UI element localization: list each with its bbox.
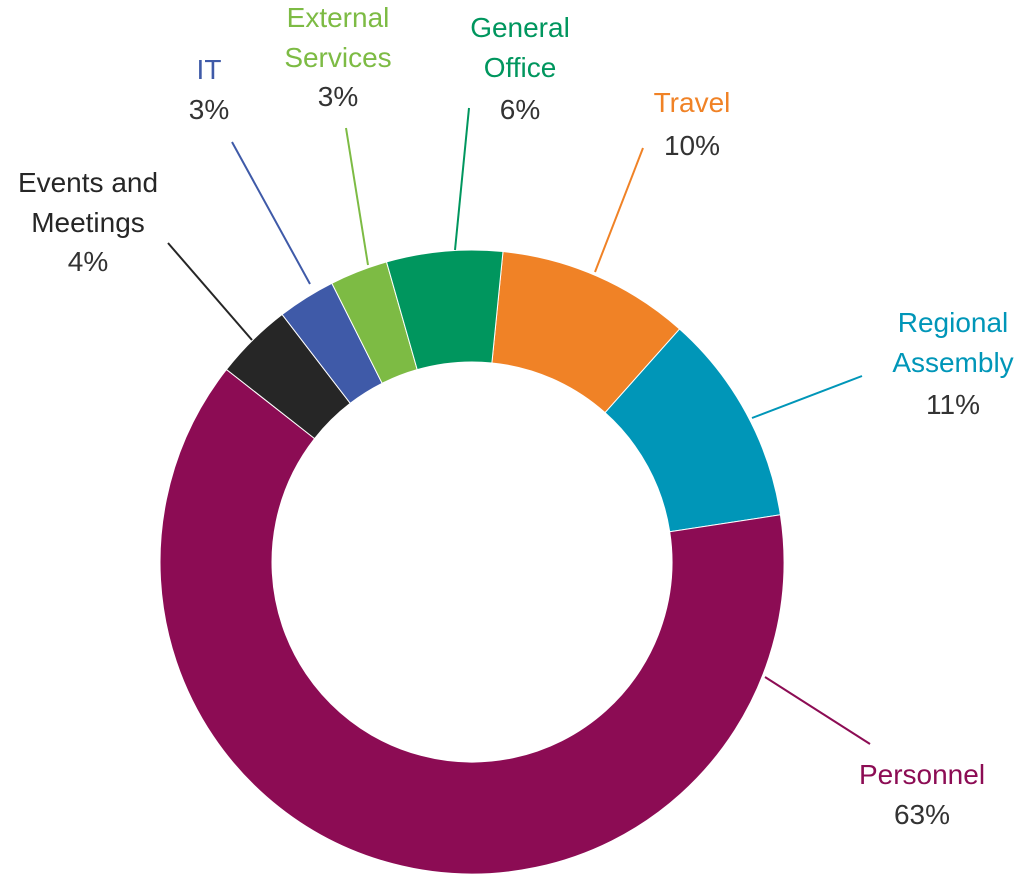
donut-slice xyxy=(385,249,504,371)
leader-line xyxy=(345,127,369,266)
slice-percent: 11% xyxy=(926,389,980,420)
slice-percent: 10% xyxy=(663,130,721,161)
slice-percent: 3% xyxy=(317,81,359,112)
leader-line xyxy=(231,141,311,285)
leader-line xyxy=(751,375,863,419)
slice-name: Regional Assembly xyxy=(892,307,1014,378)
leader-line xyxy=(764,676,871,745)
leader-line xyxy=(594,147,644,273)
slice-name: External Services xyxy=(284,2,392,73)
slice-name: IT xyxy=(196,54,222,85)
slice-name: Travel xyxy=(653,87,731,118)
slice-name: Personnel xyxy=(858,759,986,790)
donut-slice xyxy=(159,368,785,875)
slice-percent: 3% xyxy=(188,94,230,125)
leader-line xyxy=(167,242,253,341)
leader-line xyxy=(454,107,470,251)
slice-percent: 63% xyxy=(893,799,951,830)
slice-percent: 4% xyxy=(67,246,109,277)
slice-name: General Office xyxy=(470,12,570,83)
slice-name: Events and Meetings xyxy=(17,167,159,238)
slice-percent: 6% xyxy=(499,94,541,125)
